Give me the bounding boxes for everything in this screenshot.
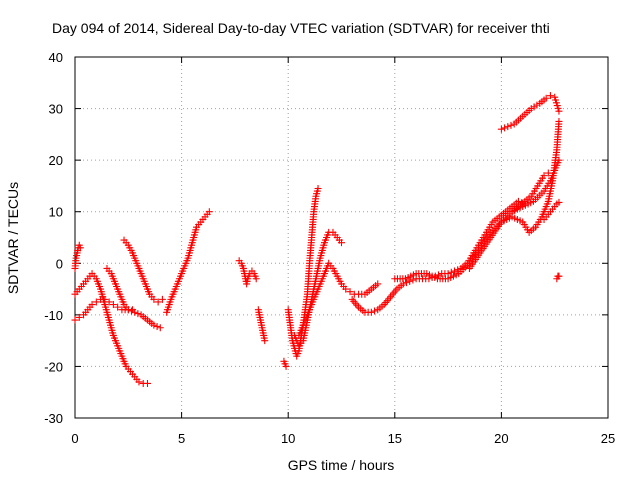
data-point: [367, 308, 375, 316]
data-point: [129, 306, 137, 314]
data-point: [542, 94, 550, 102]
y-tick-label: 40: [49, 50, 63, 65]
data-point: [88, 301, 96, 309]
data-point: [76, 244, 84, 252]
series-arc2: [71, 270, 151, 387]
data-point: [406, 277, 414, 285]
x-axis-label: GPS time / hours: [288, 457, 395, 473]
x-tick-label: 20: [494, 431, 508, 446]
data-point: [555, 198, 563, 206]
data-point: [75, 313, 83, 321]
axis-ticks: 0 5 10 15 20 25 -30 -20 -10 0 10 20 30 40: [44, 50, 615, 446]
y-tick-label: 10: [49, 205, 63, 220]
data-point: [546, 92, 554, 100]
data-point: [261, 337, 269, 345]
data-point: [282, 362, 290, 370]
data-point: [71, 316, 79, 324]
data-point: [346, 288, 354, 296]
grid: [75, 57, 608, 418]
data-point: [403, 279, 411, 287]
data-point: [153, 322, 161, 330]
series-arc9: [280, 357, 290, 370]
data-point: [205, 208, 213, 216]
data-point: [435, 271, 443, 279]
series-arc8: [254, 306, 269, 345]
data-points: [71, 92, 563, 387]
data-point: [504, 123, 512, 131]
series-arc12: [295, 259, 382, 339]
series-arc13: [348, 197, 529, 316]
series-arc1: [71, 241, 84, 272]
data-point: [127, 307, 135, 315]
data-point: [114, 303, 122, 311]
series-arc6: [163, 208, 213, 316]
series-arc4: [103, 264, 137, 314]
series-arc14: [391, 156, 563, 283]
data-point: [158, 295, 166, 303]
data-point: [143, 379, 151, 387]
data-point: [342, 285, 350, 293]
data-point: [555, 272, 563, 280]
data-point: [101, 295, 109, 303]
series-arc16: [497, 92, 563, 133]
y-axis-label: SDTVAR / TECUs: [5, 182, 21, 294]
data-point: [501, 124, 509, 132]
series-arc18: [540, 198, 563, 223]
series-arc5: [120, 236, 166, 306]
series-arc19: [553, 272, 563, 283]
data-point: [314, 185, 322, 193]
data-point: [555, 117, 563, 125]
data-point: [134, 310, 142, 318]
data-point: [450, 267, 458, 275]
data-point: [92, 298, 100, 306]
x-tick-label: 15: [388, 431, 402, 446]
series-arc3: [71, 295, 164, 332]
x-tick-label: 25: [601, 431, 615, 446]
x-tick-label: 10: [281, 431, 295, 446]
data-point: [109, 301, 117, 309]
plot-frame: [74, 56, 609, 419]
y-tick-label: 30: [49, 102, 63, 117]
data-point: [507, 121, 515, 129]
series-arc7: [235, 257, 260, 288]
data-point: [338, 239, 345, 247]
series-arc15: [465, 117, 563, 272]
data-point: [555, 107, 563, 115]
y-tick-label: 20: [49, 153, 63, 168]
x-tick-label: 0: [71, 431, 78, 446]
y-tick-label: -20: [44, 359, 63, 374]
data-point: [497, 125, 505, 133]
data-point: [105, 298, 113, 306]
data-point: [252, 275, 260, 283]
y-tick-label: 0: [56, 256, 63, 271]
data-point: [154, 298, 162, 306]
data-point: [150, 321, 158, 329]
data-point: [371, 307, 379, 315]
series-arc17: [508, 169, 552, 216]
data-point: [374, 280, 382, 288]
y-tick-label: -30: [44, 411, 63, 426]
data-point: [544, 169, 552, 177]
chart-title: Day 094 of 2014, Sidereal Day-to-day VTE…: [52, 20, 550, 36]
data-point: [156, 324, 164, 332]
data-point: [135, 378, 143, 386]
y-tick-label: -10: [44, 308, 63, 323]
data-point: [540, 172, 548, 180]
x-tick-label: 5: [178, 431, 185, 446]
data-point: [150, 295, 158, 303]
